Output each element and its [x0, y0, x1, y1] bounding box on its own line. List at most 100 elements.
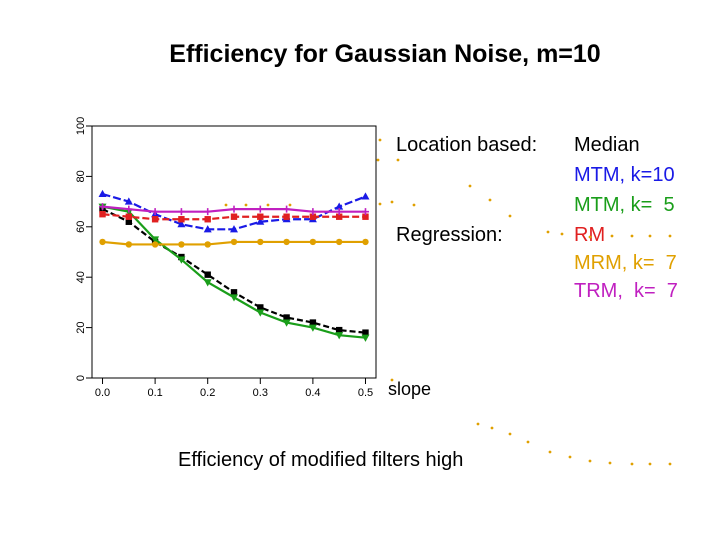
decorative-dot: [648, 234, 652, 238]
data-point-series-5: [230, 205, 238, 213]
data-point-series-0: [125, 218, 133, 225]
data-point-series-5: [335, 208, 343, 216]
decorative-dot: [508, 432, 512, 436]
legend-item-median: Median: [574, 134, 640, 156]
decorative-dot: [560, 232, 564, 236]
data-point-series-3: [257, 213, 264, 220]
data-point-series-5: [283, 205, 291, 213]
decorative-dot: [490, 426, 494, 430]
x-tick-label: 0.0: [95, 387, 110, 399]
decorative-dot: [630, 234, 634, 238]
decorative-dot: [468, 184, 472, 188]
data-point-series-2: [308, 324, 317, 332]
data-point-series-5: [309, 208, 317, 216]
decorative-dot: [224, 203, 228, 207]
legend-item-mrm-k7: MRM, k= 7: [574, 252, 677, 274]
x-axis-label: slope: [388, 379, 432, 399]
data-point-series-0: [362, 329, 369, 336]
decorative-dot: [526, 440, 530, 444]
decorative-dot: [648, 462, 652, 466]
y-tick-label: 80: [75, 170, 87, 182]
decorative-dot: [378, 138, 382, 142]
data-point-series-4: [204, 241, 211, 248]
data-point-series-3: [362, 213, 369, 220]
data-point-series-4: [309, 238, 317, 246]
data-point-series-1: [124, 197, 133, 205]
data-point-series-1: [177, 220, 186, 228]
decorative-dot: [548, 450, 552, 454]
data-point-series-4: [125, 241, 133, 248]
data-point-series-5: [361, 208, 369, 216]
y-tick-label: 60: [75, 221, 87, 233]
data-point-series-4: [283, 238, 290, 246]
x-tick-label: 0.4: [305, 387, 320, 399]
data-point-series-5: [256, 205, 264, 213]
x-tick-label: 0.1: [147, 387, 162, 399]
data-point-series-2: [203, 279, 212, 287]
legend-item-mtm-k5: MTM, k= 5: [574, 194, 675, 216]
data-point-series-4: [178, 241, 185, 248]
data-point-series-1: [335, 202, 344, 210]
x-tick-label: 0.5: [358, 387, 373, 399]
data-point-series-0: [230, 289, 238, 296]
decorative-dot: [378, 202, 382, 206]
data-point-series-5: [204, 208, 212, 216]
decorative-dot: [588, 459, 592, 463]
data-point-series-2: [177, 256, 186, 264]
decorative-dot: [608, 461, 612, 465]
y-tick-label: 0: [75, 375, 87, 381]
data-point-series-0: [309, 319, 317, 326]
data-point-series-3: [335, 213, 343, 220]
data-point-series-4: [99, 238, 106, 246]
decorative-dot: [476, 422, 480, 426]
y-tick-label: 100: [75, 117, 87, 135]
data-point-series-3: [99, 211, 106, 218]
y-tick-label: 20: [75, 321, 87, 333]
data-point-series-4: [151, 241, 159, 248]
x-tick-label: 0.3: [253, 387, 268, 399]
decorative-dot: [588, 235, 592, 239]
data-point-series-2: [256, 309, 265, 317]
plot-frame: [91, 125, 377, 379]
decorative-dot: [546, 230, 550, 234]
decorative-dot: [396, 158, 400, 162]
data-point-series-4: [230, 238, 238, 246]
data-point-series-1: [230, 225, 238, 233]
data-point-series-1: [256, 217, 265, 225]
data-point-series-4: [362, 238, 369, 246]
decorative-dot: [390, 378, 394, 382]
decorative-dot: [610, 234, 614, 238]
data-point-series-5: [99, 203, 107, 211]
data-point-series-4: [335, 238, 343, 246]
data-point-series-3: [283, 213, 290, 220]
data-point-series-2: [335, 332, 344, 340]
data-point-series-2: [361, 334, 370, 342]
decorative-dot: [412, 203, 416, 207]
x-tick-label: 0.2: [200, 387, 215, 399]
chart-title: Efficiency for Gaussian Noise, m=10: [169, 40, 601, 68]
decorative-dot: [288, 203, 292, 207]
decorative-dot: [568, 455, 572, 459]
data-point-series-5: [151, 208, 159, 216]
decorative-dot: [630, 462, 634, 466]
decorative-dot: [668, 234, 672, 238]
legend-heading-regression: Regression:: [396, 224, 503, 246]
data-point-series-1: [361, 192, 370, 200]
data-point-series-3: [309, 213, 317, 220]
data-point-series-0: [335, 326, 343, 334]
decorative-dot: [508, 214, 512, 218]
decorative-dot: [244, 203, 248, 207]
data-point-series-3: [125, 213, 133, 220]
data-point-series-5: [125, 205, 133, 213]
data-point-series-4: [257, 238, 264, 246]
decorative-dot: [668, 462, 672, 466]
y-tick-label: 40: [75, 271, 87, 283]
legend-item-mtm-k10: MTM, k=10: [574, 164, 675, 186]
data-point-series-2: [282, 319, 291, 327]
legend-item-rm: RM: [574, 224, 606, 246]
decorative-dot: [390, 200, 394, 204]
decorative-dot: [266, 203, 270, 207]
data-point-series-1: [98, 189, 107, 198]
